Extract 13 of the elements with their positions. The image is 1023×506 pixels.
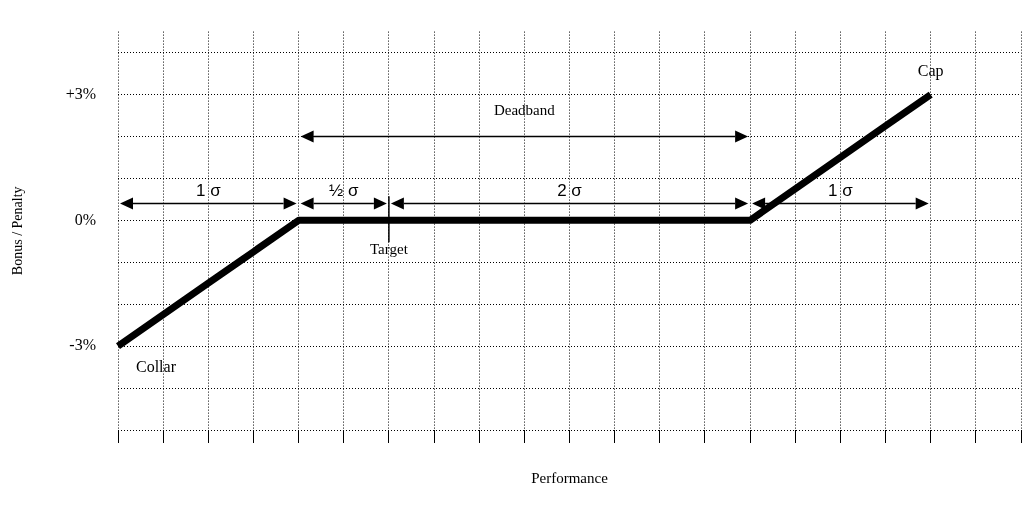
- annotation: Collar: [136, 358, 177, 376]
- annotation: Target: [369, 240, 409, 257]
- y-tick-label: 0%: [74, 210, 96, 228]
- y-tick-label: +3%: [65, 84, 96, 102]
- annotation: Cap: [917, 61, 944, 80]
- annotation: 1 σ: [828, 181, 854, 201]
- annotation: 2 σ: [557, 181, 583, 201]
- x-axis-title: Performance: [531, 469, 609, 486]
- annotation: ½ σ: [329, 181, 359, 201]
- annotation: 1 σ: [195, 181, 222, 201]
- y-axis-title: Bonus / Penalty: [10, 186, 26, 276]
- annotation: Deadband: [493, 102, 556, 119]
- y-tick-label: -3%: [69, 336, 96, 354]
